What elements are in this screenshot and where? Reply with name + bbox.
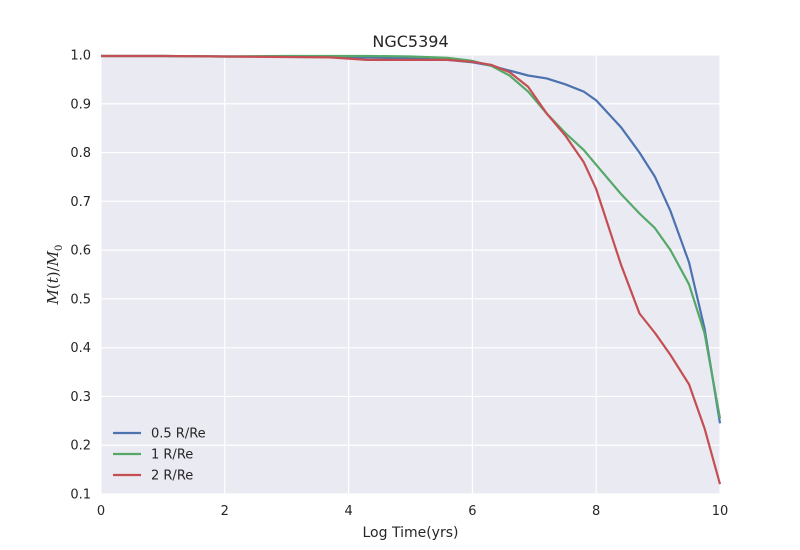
legend-label: 2 R/Re	[151, 469, 193, 484]
series-line-2	[101, 54, 722, 419]
y-label-open: (	[44, 283, 62, 289]
y-tick-label: 0.1	[70, 488, 91, 503]
x-tick-label: 10	[712, 504, 729, 519]
legend-label: 1 R/Re	[151, 448, 193, 463]
y-tick-label: 0.8	[70, 146, 91, 161]
series-line-3	[101, 54, 722, 485]
y-axis-label: M(t)/M0	[44, 245, 65, 306]
y-tick-label: 0.6	[70, 244, 91, 259]
y-label-m0: M	[44, 250, 62, 267]
y-tick-label: 1.0	[70, 49, 91, 64]
y-tick-label: 0.2	[70, 439, 91, 454]
x-tick-labels: 0 2 4 6 8 10	[97, 504, 728, 519]
y-tick-label: 0.4	[70, 341, 91, 356]
plot-background	[101, 55, 720, 494]
grid	[100, 54, 721, 495]
y-tick-label: 0.5	[70, 292, 91, 307]
series-lines	[101, 54, 722, 485]
x-tick-label: 0	[97, 504, 105, 519]
legend-label: 0.5 R/Re	[151, 427, 206, 442]
legend: 0.5 R/Re 1 R/Re 2 R/Re	[113, 427, 206, 484]
y-tick-label: 0.7	[70, 195, 91, 210]
x-tick-label: 2	[221, 504, 229, 519]
y-tick-label: 0.9	[70, 97, 91, 112]
y-label-m: M	[44, 288, 62, 305]
x-axis-label: Log Time(yrs)	[363, 525, 459, 541]
chart-title: NGC5394	[372, 32, 448, 51]
y-label-t: t	[44, 276, 62, 283]
y-label-sub: 0	[54, 245, 65, 251]
x-tick-label: 4	[344, 504, 352, 519]
x-tick-label: 8	[592, 504, 600, 519]
x-tick-label: 6	[468, 504, 476, 519]
y-tick-labels: 0.1 0.2 0.3 0.4 0.5 0.6 0.7 0.8 0.9 1.0	[70, 49, 91, 503]
y-tick-label: 0.3	[70, 390, 91, 405]
y-label-close: )/	[44, 265, 62, 277]
